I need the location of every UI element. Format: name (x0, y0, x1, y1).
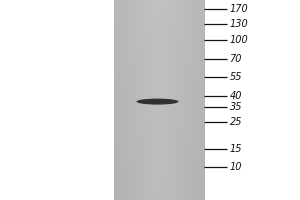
Text: 10: 10 (230, 162, 242, 172)
Text: 170: 170 (230, 4, 248, 14)
Text: 100: 100 (230, 35, 248, 45)
Text: 15: 15 (230, 144, 242, 154)
Text: 25: 25 (230, 117, 242, 127)
Text: 35: 35 (230, 102, 242, 112)
Text: 55: 55 (230, 72, 242, 82)
Ellipse shape (136, 99, 178, 105)
Text: 40: 40 (230, 91, 242, 101)
Text: 70: 70 (230, 54, 242, 64)
Text: 130: 130 (230, 19, 248, 29)
